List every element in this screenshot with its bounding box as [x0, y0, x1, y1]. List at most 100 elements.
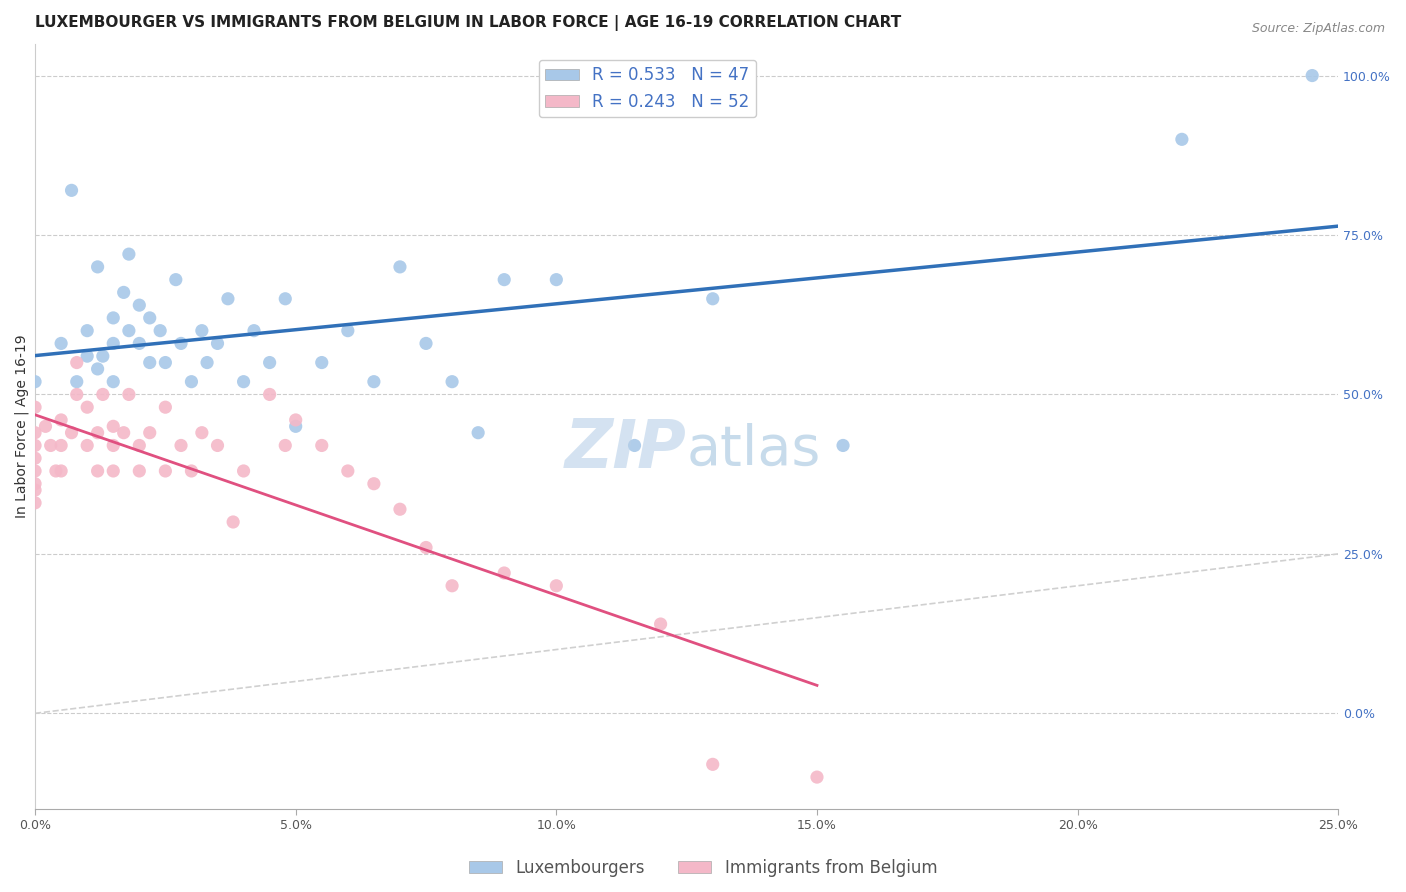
Point: [259, 387, 281, 401]
Point: [806, 770, 828, 784]
Point: [232, 375, 254, 389]
Point: [128, 298, 150, 312]
Point: [702, 292, 724, 306]
Point: [311, 438, 333, 452]
Point: [191, 324, 214, 338]
Point: [388, 260, 411, 274]
Point: [86, 464, 108, 478]
Point: [91, 349, 114, 363]
Point: [103, 310, 125, 325]
Point: [118, 324, 141, 338]
Point: [217, 292, 239, 306]
Point: [207, 336, 229, 351]
Point: [118, 247, 141, 261]
Point: [24, 451, 46, 466]
Point: [494, 566, 516, 580]
Point: [1301, 69, 1323, 83]
Point: [128, 336, 150, 351]
Point: [259, 355, 281, 369]
Point: [191, 425, 214, 440]
Point: [86, 425, 108, 440]
Text: atlas: atlas: [686, 422, 821, 476]
Point: [49, 464, 72, 478]
Point: [363, 375, 385, 389]
Point: [76, 324, 98, 338]
Point: [207, 438, 229, 452]
Point: [149, 324, 172, 338]
Point: [60, 425, 83, 440]
Point: [650, 617, 672, 632]
Point: [441, 579, 464, 593]
Point: [165, 272, 187, 286]
Point: [112, 425, 135, 440]
Point: [180, 464, 202, 478]
Point: [103, 419, 125, 434]
Point: [222, 515, 245, 529]
Point: [274, 438, 297, 452]
Point: [243, 324, 266, 338]
Point: [24, 375, 46, 389]
Point: [467, 425, 489, 440]
Point: [103, 438, 125, 452]
Point: [336, 464, 359, 478]
Point: [195, 355, 218, 369]
Point: [441, 375, 464, 389]
Point: [832, 438, 855, 452]
Point: [66, 387, 89, 401]
Point: [311, 355, 333, 369]
Point: [128, 438, 150, 452]
Point: [24, 483, 46, 497]
Point: [170, 438, 193, 452]
Point: [284, 419, 307, 434]
Point: [284, 413, 307, 427]
Point: [1171, 132, 1194, 146]
Point: [24, 438, 46, 452]
Point: [128, 464, 150, 478]
Point: [60, 183, 83, 197]
Point: [232, 464, 254, 478]
Point: [24, 400, 46, 414]
Point: [76, 438, 98, 452]
Point: [34, 419, 56, 434]
Point: [66, 375, 89, 389]
Point: [76, 349, 98, 363]
Point: [45, 464, 67, 478]
Point: [415, 541, 437, 555]
Point: [49, 438, 72, 452]
Point: [103, 336, 125, 351]
Point: [623, 438, 645, 452]
Point: [138, 310, 160, 325]
Point: [86, 362, 108, 376]
Point: [76, 400, 98, 414]
Point: [155, 400, 177, 414]
Point: [138, 355, 160, 369]
Point: [170, 336, 193, 351]
Point: [274, 292, 297, 306]
Point: [546, 579, 568, 593]
Point: [91, 387, 114, 401]
Point: [494, 272, 516, 286]
Point: [24, 425, 46, 440]
Point: [415, 336, 437, 351]
Point: [24, 464, 46, 478]
Y-axis label: In Labor Force | Age 16-19: In Labor Force | Age 16-19: [15, 334, 30, 518]
Legend: Luxembourgers, Immigrants from Belgium: Luxembourgers, Immigrants from Belgium: [463, 853, 943, 884]
Point: [363, 476, 385, 491]
Point: [103, 375, 125, 389]
Point: [546, 272, 568, 286]
Point: [118, 387, 141, 401]
Point: [112, 285, 135, 300]
Point: [66, 355, 89, 369]
Point: [155, 355, 177, 369]
Point: [180, 375, 202, 389]
Point: [39, 438, 62, 452]
Point: [24, 476, 46, 491]
Text: ZIP: ZIP: [565, 417, 686, 483]
Legend: R = 0.533   N = 47, R = 0.243   N = 52: R = 0.533 N = 47, R = 0.243 N = 52: [538, 60, 756, 118]
Point: [24, 496, 46, 510]
Point: [138, 425, 160, 440]
Text: LUXEMBOURGER VS IMMIGRANTS FROM BELGIUM IN LABOR FORCE | AGE 16-19 CORRELATION C: LUXEMBOURGER VS IMMIGRANTS FROM BELGIUM …: [35, 15, 901, 31]
Point: [388, 502, 411, 516]
Text: Source: ZipAtlas.com: Source: ZipAtlas.com: [1251, 22, 1385, 36]
Point: [155, 464, 177, 478]
